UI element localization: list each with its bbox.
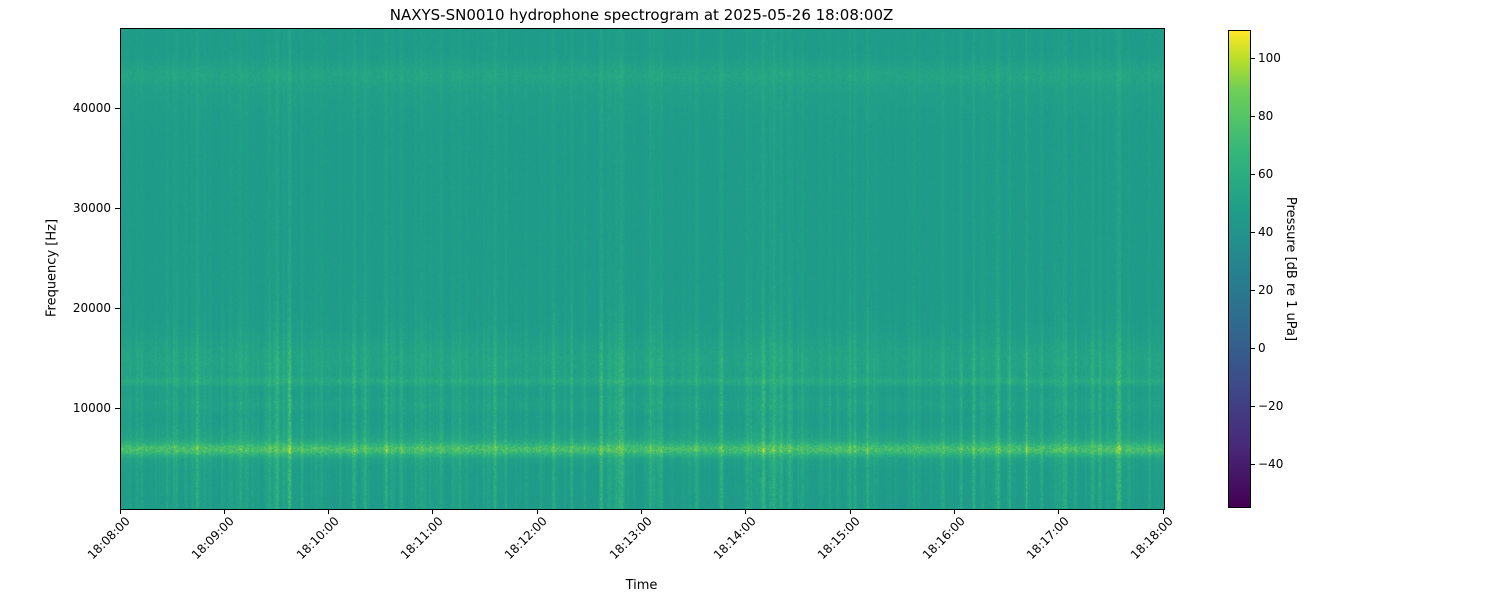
x-tick-mark	[536, 509, 538, 514]
x-tick-mark	[641, 509, 642, 514]
x-tick-label: 18:17:00	[1023, 514, 1072, 563]
x-tick-label: 18:08:00	[84, 514, 133, 563]
colorbar-tick-label: −40	[1258, 457, 1284, 472]
y-tick-mark	[115, 107, 120, 109]
y-tick-label: 40000	[72, 100, 111, 115]
spectrogram-heatmap	[121, 29, 1164, 509]
x-tick-mark	[1162, 509, 1164, 514]
x-tick-mark	[223, 509, 225, 514]
colorbar-label: Pressure [dB re 1 uPa]	[1283, 196, 1298, 342]
colorbar-tick-label: 80	[1258, 109, 1274, 124]
x-tick-label: 18:09:00	[189, 514, 238, 563]
colorbar-tick-mark	[1251, 116, 1255, 118]
colorbar-tick-mark	[1251, 406, 1255, 408]
colorbar-tick-mark	[1251, 174, 1255, 176]
y-tick-label: 10000	[72, 400, 111, 415]
x-tick-label: 18:14:00	[710, 514, 759, 563]
x-tick-label: 18:16:00	[919, 514, 968, 563]
x-tick-mark	[849, 509, 851, 514]
colorbar-tick-mark	[1251, 348, 1255, 350]
x-tick-mark	[1058, 509, 1060, 514]
colorbar-tick-mark	[1251, 290, 1255, 292]
x-tick-label: 18:11:00	[397, 514, 446, 563]
y-tick-label: 20000	[72, 300, 111, 315]
chart-title: NAXYS-SN0010 hydrophone spectrogram at 2…	[389, 6, 894, 24]
colorbar	[1228, 30, 1251, 508]
x-tick-mark	[328, 509, 330, 514]
colorbar-tick-label: 0	[1258, 341, 1266, 356]
y-axis-label: Frequency [Hz]	[44, 218, 60, 318]
x-tick-label: 18:10:00	[293, 514, 342, 563]
x-tick-mark	[953, 509, 955, 514]
y-tick-mark	[115, 307, 120, 309]
y-tick-label: 30000	[72, 200, 111, 215]
x-tick-label: 18:12:00	[502, 514, 551, 563]
x-tick-label: 18:13:00	[606, 514, 655, 563]
x-tick-mark	[432, 509, 434, 514]
colorbar-tick-mark	[1251, 232, 1255, 234]
y-tick-mark	[115, 407, 120, 409]
x-tick-label: 18:15:00	[814, 514, 864, 563]
colorbar-tick-label: 100	[1258, 51, 1281, 66]
colorbar-tick-mark	[1251, 58, 1255, 60]
colorbar-tick-label: 40	[1258, 225, 1274, 240]
x-tick-mark	[745, 509, 747, 514]
plot-area	[120, 28, 1165, 510]
colorbar-tick-label: 60	[1258, 167, 1274, 182]
x-tick-mark	[119, 509, 121, 514]
colorbar-tick-label: −20	[1258, 399, 1284, 414]
x-tick-label: 18:18:00	[1127, 514, 1176, 563]
colorbar-tick-label: 20	[1258, 283, 1274, 298]
colorbar-tick-mark	[1251, 464, 1255, 466]
y-tick-mark	[115, 207, 120, 209]
x-axis-label: Time	[625, 578, 658, 593]
